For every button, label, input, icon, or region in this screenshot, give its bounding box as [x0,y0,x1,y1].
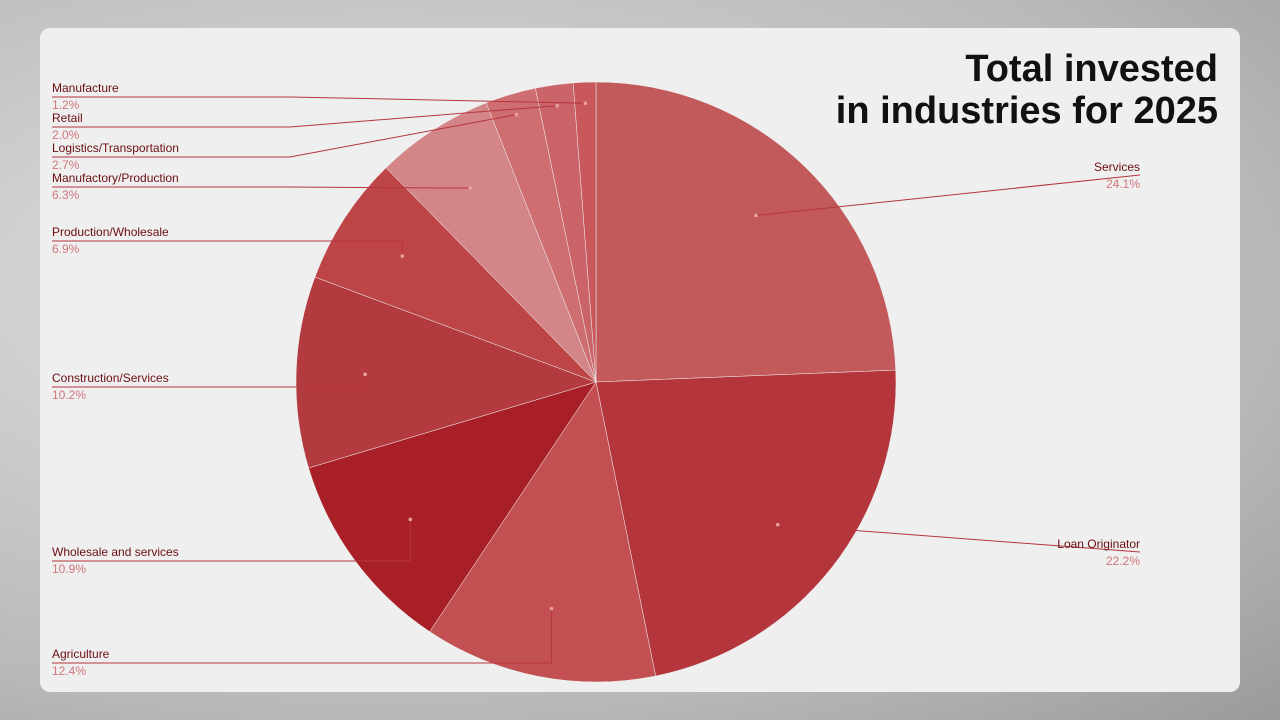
slice-label: Logistics/Transportation [52,141,179,155]
pie-slice [595,81,897,383]
leader-line [777,524,1141,553]
leader-line [52,186,471,189]
leader-dot [583,101,588,106]
leader-dot [514,112,519,117]
slice-label: Wholesale and services [52,545,179,559]
value-label: 6.3% [52,188,80,202]
slice-label: Manufactory/Production [52,171,179,185]
slice-label: Retail [52,111,83,125]
value-label: 1.2% [52,98,80,112]
leader-line [52,240,403,257]
leader-dot [363,372,367,377]
slice-label: Production/Wholesale [52,225,169,239]
slice-label: Construction/Services [52,371,169,385]
leader-line [756,174,1141,216]
leader-dot [468,186,473,190]
leader-line [52,114,517,158]
leader-dot [775,522,780,527]
value-label: 10.2% [52,388,86,402]
leader-line [52,519,411,562]
pie-slice [595,369,897,677]
leader-dot [549,606,554,611]
pie-slice [314,167,597,383]
slice-label: Agriculture [52,647,110,661]
value-label: 24.1% [1106,177,1140,191]
pie-slice [295,276,597,469]
value-label: 2.0% [52,128,80,142]
slice-label: Services [1094,160,1140,174]
leader-dot [555,103,559,108]
value-label: 6.9% [52,242,80,256]
chart-title: Total invested in industries for 2025 [835,48,1218,132]
slice-label: Loan Originator [1057,537,1140,551]
leader-dot [754,213,758,218]
leader-line [52,374,366,388]
leader-line [52,105,558,128]
leader-dot [400,254,405,258]
leader-line [52,608,553,664]
leader-dot [408,517,413,522]
slice-label: Manufacture [52,81,119,95]
pie-slice [429,381,656,683]
pie-slice [308,381,597,633]
pie-slice [572,81,597,383]
value-label: 10.9% [52,562,86,576]
leader-line [52,96,586,104]
value-label: 2.7% [52,158,80,172]
value-label: 12.4% [52,664,86,678]
value-label: 22.2% [1106,554,1140,568]
